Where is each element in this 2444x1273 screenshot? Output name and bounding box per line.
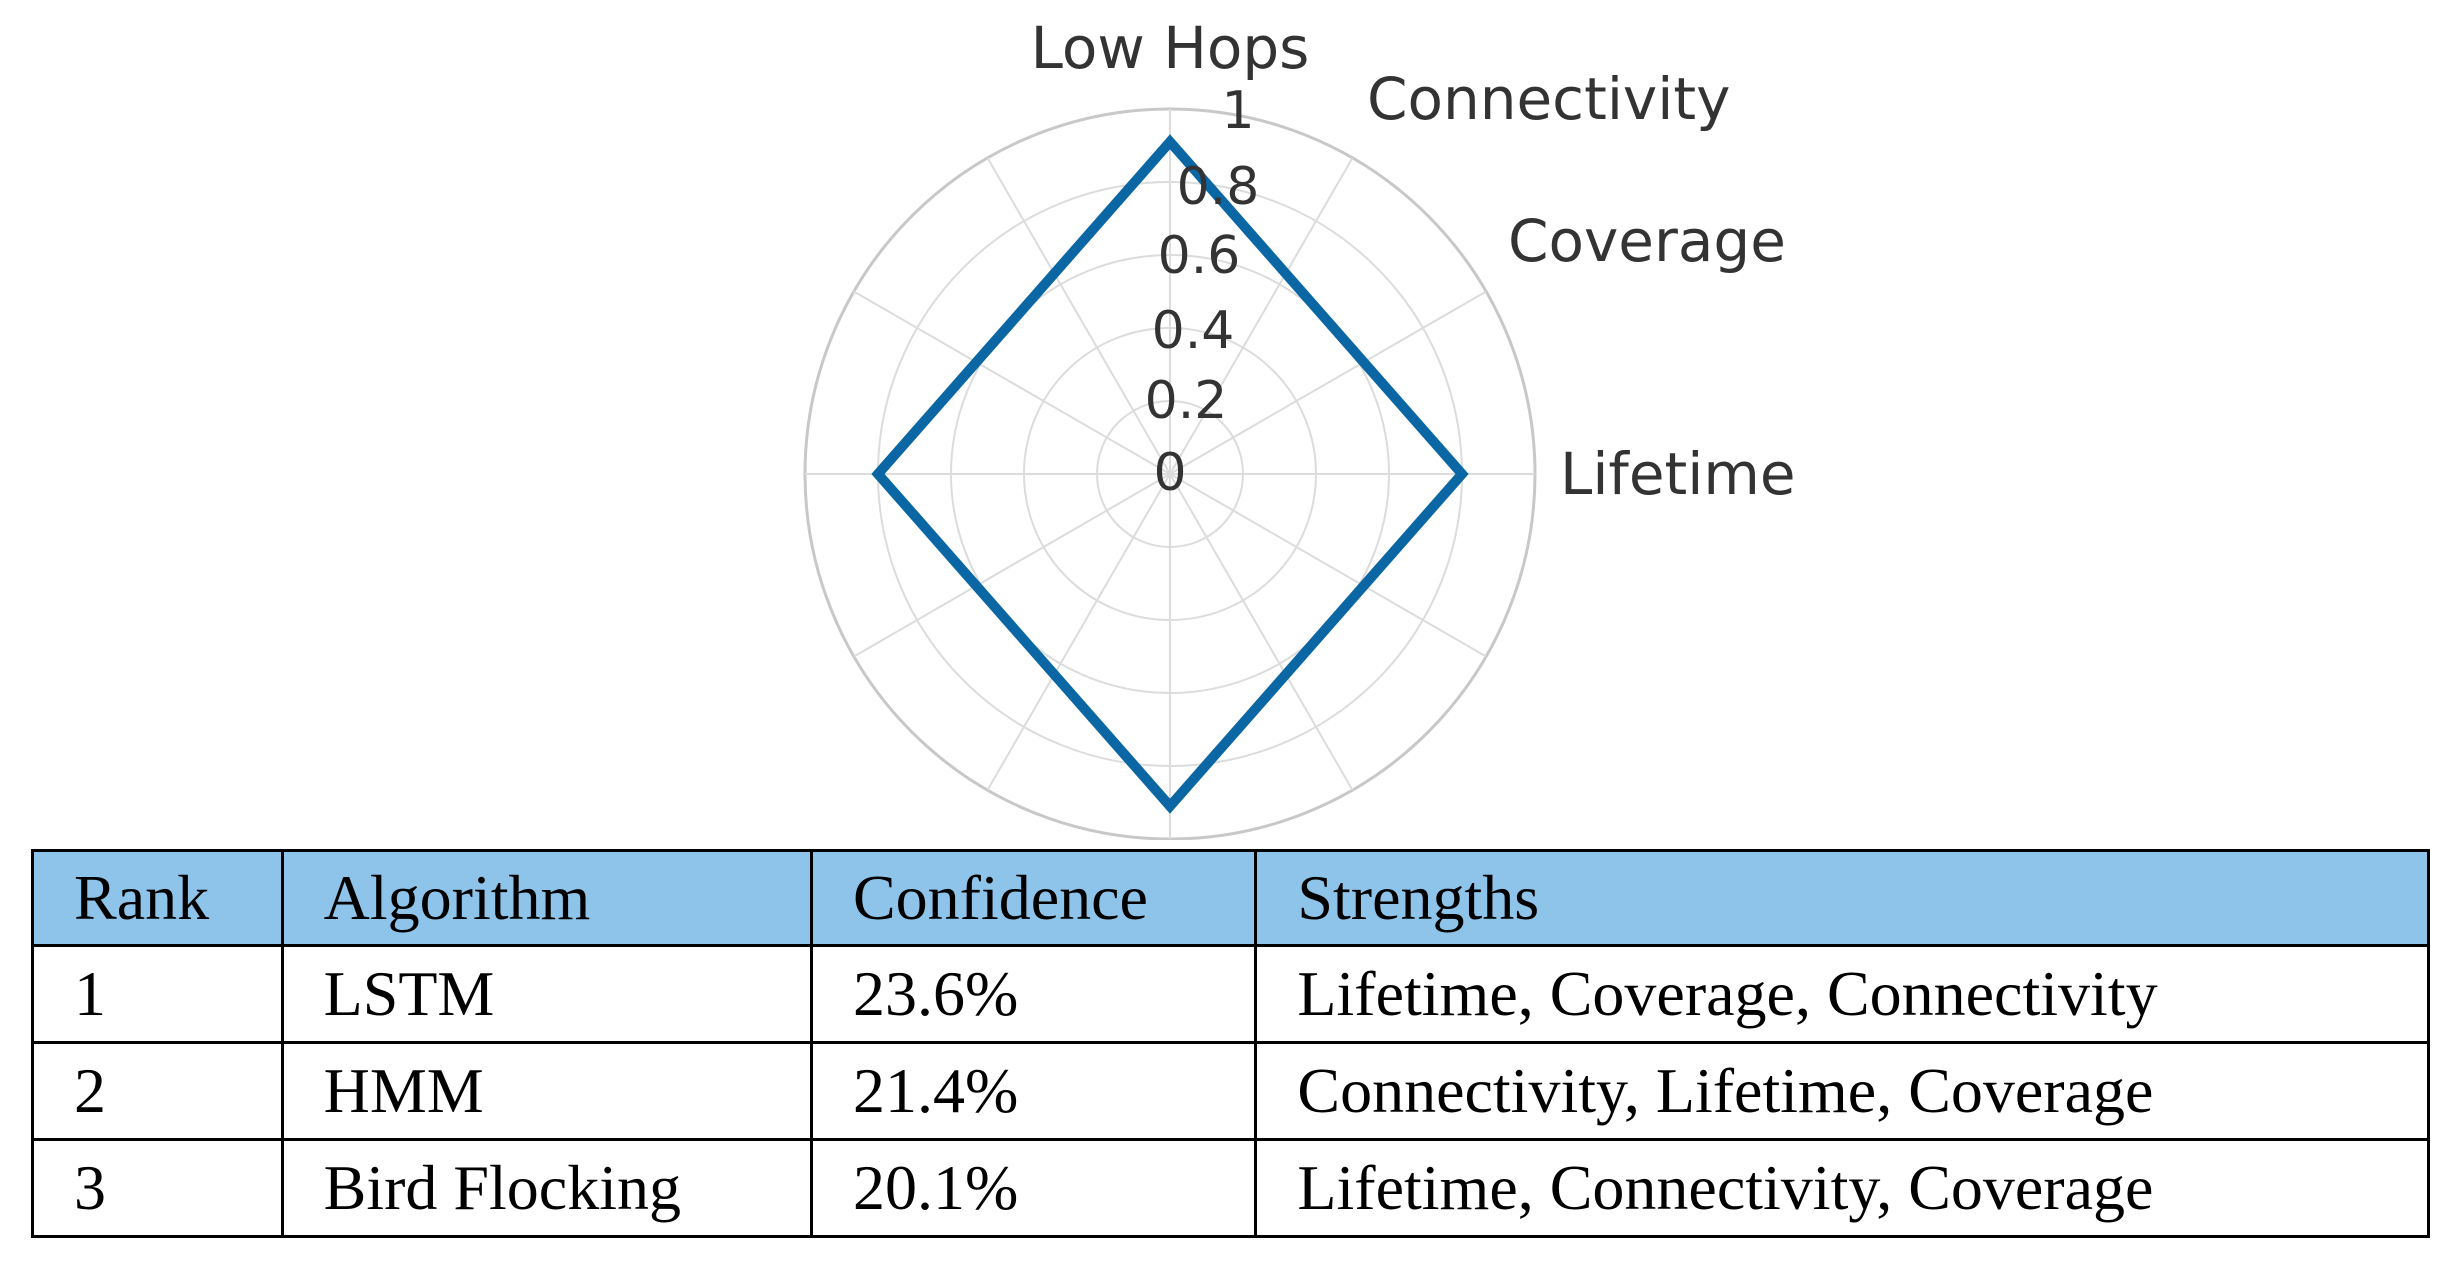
cell-confidence: 21.4% (809, 1041, 1258, 1141)
cell-algorithm: Bird Flocking (280, 1138, 813, 1238)
radar-grid-spoke (853, 473, 1171, 658)
header-algorithm: Algorithm (280, 849, 813, 947)
header-confidence: Confidence (809, 849, 1258, 947)
cell-strengths: Connectivity, Lifetime, Coverage (1254, 1041, 2430, 1141)
r-tick-label: 0.4 (1152, 301, 1235, 361)
radar-axis-labels: Low Hops Connectivity Coverage Lifetime (1031, 14, 1796, 508)
ranking-table: Rank Algorithm Confidence Strengths 1 LS… (31, 849, 2430, 1238)
r-tick-label: 0.8 (1177, 157, 1260, 217)
cell-algorithm: LSTM (280, 944, 813, 1044)
r-tick-label: 1 (1221, 81, 1254, 141)
axis-label-lifetime: Lifetime (1560, 440, 1796, 508)
radar-chart: 0 0.2 0.4 0.6 0.8 1 Low Hops Connectivit… (803, 14, 1796, 840)
header-strengths: Strengths (1254, 849, 2430, 947)
radar-tick-labels: 0 0.2 0.4 0.6 0.8 1 (1145, 81, 1260, 503)
r-tick-label: 0.2 (1145, 371, 1228, 431)
axis-label-connectivity: Connectivity (1367, 65, 1730, 133)
cell-rank: 3 (31, 1138, 284, 1238)
cell-confidence: 20.1% (809, 1138, 1258, 1238)
table-row: 2 HMM 21.4% Connectivity, Lifetime, Cove… (31, 1041, 2430, 1141)
table-header-row: Rank Algorithm Confidence Strengths (31, 849, 2430, 947)
cell-algorithm: HMM (280, 1041, 813, 1141)
axis-label-low-hops: Low Hops (1031, 14, 1310, 82)
cell-strengths: Lifetime, Connectivity, Coverage (1254, 1138, 2430, 1238)
axis-label-coverage: Coverage (1508, 207, 1786, 275)
radar-grid-spoke (1169, 473, 1354, 791)
cell-rank: 2 (31, 1041, 284, 1141)
radar-series (871, 134, 1469, 814)
cell-rank: 1 (31, 944, 284, 1044)
r-tick-label: 0 (1153, 443, 1186, 503)
radar-grid-spoke (1169, 290, 1487, 475)
radar-grid-spoke (1169, 157, 1354, 475)
radar-grid-spoke (1169, 473, 1487, 658)
table-row: 3 Bird Flocking 20.1% Lifetime, Connecti… (31, 1138, 2430, 1238)
cell-confidence: 23.6% (809, 944, 1258, 1044)
radar-grid-spoke (986, 473, 1171, 791)
cell-strengths: Lifetime, Coverage, Connectivity (1254, 944, 2430, 1044)
r-tick-label: 0.6 (1158, 226, 1241, 286)
radar-grid-spoke (853, 290, 1171, 475)
table-row: 1 LSTM 23.6% Lifetime, Coverage, Connect… (31, 944, 2430, 1044)
header-rank: Rank (31, 849, 284, 947)
radar-grid-spoke (986, 157, 1171, 475)
